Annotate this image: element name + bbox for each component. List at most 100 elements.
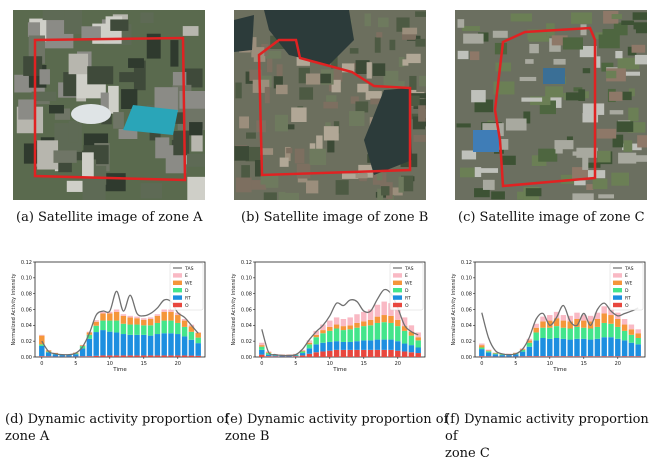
bar-o-16 — [368, 350, 373, 357]
bar-rt-13 — [347, 342, 352, 350]
bar-o-22 — [629, 356, 634, 357]
x-tick-label: 15 — [361, 361, 367, 367]
bar-we-8 — [533, 328, 538, 333]
bar-o-12 — [341, 350, 346, 357]
bar-we-12 — [341, 326, 346, 330]
bar-d-20 — [395, 326, 400, 341]
legend-swatch-o — [613, 303, 622, 307]
legend-swatch-rt — [393, 295, 402, 299]
bar-we-20 — [615, 319, 620, 327]
x-tick-label: 15 — [141, 361, 147, 367]
bar-we-19 — [168, 312, 173, 321]
dome-shape — [71, 104, 111, 124]
bar-e-0 — [259, 343, 264, 345]
y-tick-label: 0.02 — [21, 339, 32, 345]
x-tick-label: 15 — [581, 361, 587, 367]
bar-d-16 — [368, 325, 373, 340]
bar-d-11 — [554, 326, 559, 338]
bar-we-9 — [320, 330, 325, 333]
legend-label-tas: TAS — [404, 266, 414, 272]
bar-we-23 — [195, 333, 200, 338]
bar-rt-20 — [175, 334, 180, 355]
bar-rt-8 — [93, 332, 98, 356]
bar-e-10 — [327, 321, 332, 327]
bar-d-11 — [334, 329, 339, 342]
bar-d-22 — [409, 336, 414, 346]
bar-o-1 — [266, 356, 271, 357]
bar-we-0 — [479, 345, 484, 347]
legend-swatch-we — [613, 281, 622, 285]
bar-we-18 — [161, 312, 166, 321]
bar-o-23 — [635, 356, 640, 357]
bar-we-15 — [581, 321, 586, 328]
bar-rt-22 — [629, 343, 634, 356]
bar-rt-10 — [327, 342, 332, 351]
bar-d-23 — [635, 338, 640, 344]
bar-o-8 — [533, 356, 538, 357]
bar-rt-5 — [73, 354, 78, 356]
bar-d-17 — [375, 323, 380, 340]
bar-o-21 — [622, 356, 627, 357]
caption-a: (a) Satellite image of zone A — [16, 209, 203, 226]
bar-o-13 — [127, 355, 132, 357]
bar-o-8 — [93, 356, 98, 357]
bar-o-6 — [520, 356, 525, 357]
bar-d-10 — [327, 331, 332, 342]
bars — [479, 306, 641, 357]
bar-o-12 — [121, 355, 126, 357]
x-axis-label: Time — [552, 367, 567, 373]
bar-d-16 — [148, 325, 153, 335]
bar-we-23 — [635, 333, 640, 338]
bar-o-9 — [320, 351, 325, 357]
bar-e-17 — [155, 314, 160, 316]
bar-o-11 — [114, 355, 119, 357]
x-tick-label: 5 — [74, 361, 77, 367]
legend-label-o: O — [405, 303, 409, 309]
x-axis-label: Time — [332, 367, 347, 373]
x-tick-label: 0 — [40, 361, 43, 367]
bar-rt-0 — [479, 349, 484, 356]
bar-d-0 — [479, 348, 484, 350]
bar-rt-0 — [259, 350, 264, 355]
bar-rt-19 — [608, 337, 613, 356]
bar-rt-14 — [134, 335, 139, 356]
bar-we-15 — [361, 321, 366, 326]
bar-rt-19 — [168, 333, 173, 355]
legend-swatch-o — [393, 303, 402, 307]
caption-e: (e) Dynamic activity proportion of zone … — [225, 411, 448, 445]
pool-shape — [543, 68, 565, 84]
bar-rt-1 — [486, 352, 491, 356]
y-tick-label: 0.00 — [461, 355, 472, 361]
bar-we-9 — [100, 313, 105, 320]
bar-we-17 — [155, 316, 160, 323]
bar-rt-20 — [395, 341, 400, 351]
bar-o-15 — [361, 350, 366, 357]
bar-e-23 — [635, 329, 640, 333]
bar-d-13 — [567, 329, 572, 340]
legend-label-e: E — [625, 273, 628, 279]
bar-o-12 — [561, 356, 566, 357]
bar-o-20 — [175, 355, 180, 357]
bar-o-19 — [608, 356, 613, 357]
bar-rt-2 — [273, 356, 278, 357]
bar-rt-11 — [114, 332, 119, 355]
bar-rt-15 — [581, 339, 586, 356]
bar-e-18 — [381, 302, 386, 315]
y-tick-label: 0.04 — [461, 323, 472, 329]
bar-d-12 — [121, 324, 126, 334]
bar-rt-9 — [320, 343, 325, 352]
bar-rt-17 — [375, 340, 380, 350]
x-tick-label: 0 — [260, 361, 263, 367]
bar-o-18 — [381, 350, 386, 357]
bar-we-20 — [175, 315, 180, 323]
bar-d-13 — [347, 329, 352, 342]
legend-label-tas: TAS — [624, 266, 634, 272]
bar-e-13 — [127, 316, 132, 318]
bar-o-11 — [554, 356, 559, 357]
bar-rt-7 — [307, 348, 312, 354]
bar-o-5 — [293, 356, 298, 357]
caption-b: (b) Satellite image of zone B — [241, 209, 428, 226]
